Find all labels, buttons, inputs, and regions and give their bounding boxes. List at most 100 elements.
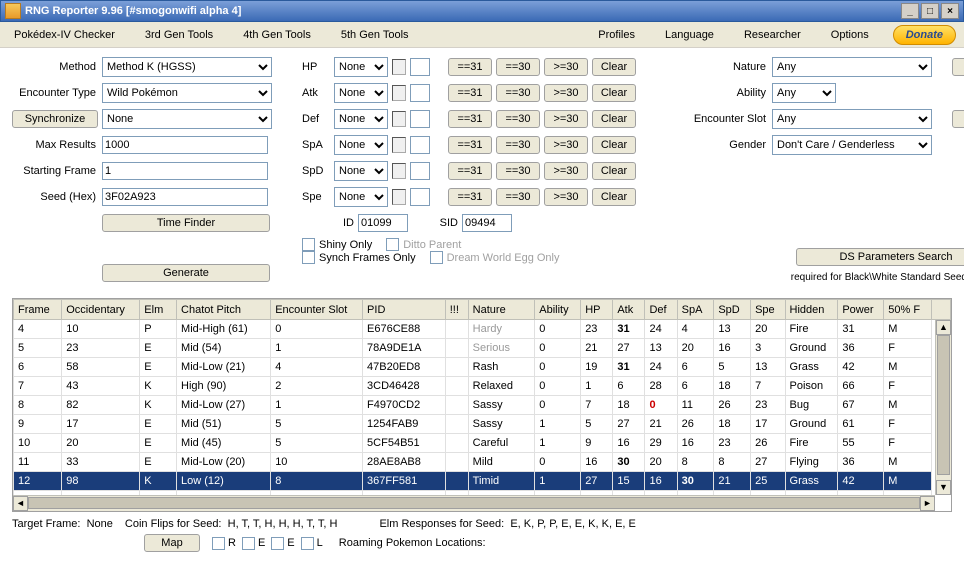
stat-spe-31-button[interactable]: ==31 [448, 188, 492, 206]
close-button[interactable]: × [941, 3, 959, 19]
col-def[interactable]: Def [645, 300, 677, 320]
stat-spa-input[interactable] [410, 136, 430, 154]
stat-atk-31-button[interactable]: ==31 [448, 84, 492, 102]
synchronize-button[interactable]: Synchronize [12, 110, 98, 128]
nature-any-button[interactable]: Any [952, 58, 964, 76]
stat-spe-30-button[interactable]: >=30 [544, 188, 588, 206]
col-spd[interactable]: SpD [714, 300, 751, 320]
scroll-right-icon[interactable]: ► [920, 496, 935, 511]
max-results-input[interactable] [102, 136, 268, 154]
table-row[interactable]: 1020EMid (45)55CF54B51Careful19162916232… [14, 434, 951, 453]
scroll-thumb[interactable] [937, 335, 950, 475]
stat-hp-select[interactable]: None [334, 57, 388, 77]
table-row[interactable]: 523EMid (54)178A9DE1ASerious021271320163… [14, 339, 951, 358]
donate-button[interactable]: Donate [893, 25, 956, 45]
stat-spa-31-button[interactable]: ==31 [448, 136, 492, 154]
stat-atk-Clear-button[interactable]: Clear [592, 84, 636, 102]
menu-options[interactable]: Options [825, 26, 875, 44]
menu-3rdgen[interactable]: 3rd Gen Tools [139, 26, 219, 44]
col-ability[interactable]: Ability [535, 300, 581, 320]
scroll-left-icon[interactable]: ◄ [13, 496, 28, 511]
col-elm[interactable]: Elm [140, 300, 177, 320]
stat-atk-30-button[interactable]: >=30 [544, 84, 588, 102]
roam-r-checkbox[interactable] [212, 537, 225, 550]
shiny-checkbox[interactable] [302, 238, 315, 251]
gender-select[interactable]: Don't Care / Genderless [772, 135, 932, 155]
starting-frame-input[interactable] [102, 162, 268, 180]
col-encounterslot[interactable]: Encounter Slot [271, 300, 363, 320]
stat-spe-30-button[interactable]: ==30 [496, 188, 540, 206]
col-frame[interactable]: Frame [14, 300, 62, 320]
map-button[interactable]: Map [144, 534, 200, 552]
stat-spa-select[interactable]: None [334, 135, 388, 155]
ds-params-button[interactable]: DS Parameters Search [796, 248, 964, 266]
stat-atk-input[interactable] [410, 84, 430, 102]
menu-profiles[interactable]: Profiles [592, 26, 641, 44]
stat-atk-30-button[interactable]: ==30 [496, 84, 540, 102]
stat-spe-input[interactable] [410, 188, 430, 206]
col-nature[interactable]: Nature [468, 300, 535, 320]
menu-language[interactable]: Language [659, 26, 720, 44]
method-select[interactable]: Method K (HGSS) [102, 57, 272, 77]
table-row[interactable]: 882KMid-Low (27)1F4970CD2Sassy0718011262… [14, 396, 951, 415]
encslot-any-button[interactable]: Any [952, 110, 964, 128]
stat-def-30-button[interactable]: ==30 [496, 110, 540, 128]
roam-e-checkbox[interactable] [242, 537, 255, 550]
stat-hp-input[interactable] [410, 58, 430, 76]
stat-spd-30-button[interactable]: ==30 [496, 162, 540, 180]
sid-input[interactable] [462, 214, 512, 232]
stat-def-Clear-button[interactable]: Clear [592, 110, 636, 128]
stat-spa-30-button[interactable]: ==30 [496, 136, 540, 154]
encounter-type-select[interactable]: Wild Pokémon [102, 83, 272, 103]
col-atk[interactable]: Atk [613, 300, 645, 320]
stat-spd-30-button[interactable]: >=30 [544, 162, 588, 180]
col-spe[interactable]: Spe [751, 300, 785, 320]
synch-checkbox[interactable] [302, 251, 315, 264]
stat-def-30-button[interactable]: >=30 [544, 110, 588, 128]
table-row[interactable]: 743KHigh (90)23CD46428Relaxed016286187Po… [14, 377, 951, 396]
scroll-up-icon[interactable]: ▲ [936, 320, 951, 335]
col-power[interactable]: Power [838, 300, 884, 320]
col-50f[interactable]: 50% F [884, 300, 932, 320]
menu-researcher[interactable]: Researcher [738, 26, 807, 44]
stat-spd-select[interactable]: None [334, 161, 388, 181]
ability-select[interactable]: Any [772, 83, 836, 103]
stat-spd-31-button[interactable]: ==31 [448, 162, 492, 180]
table-row[interactable]: 1133EMid-Low (20)1028AE8AB8Mild016302088… [14, 453, 951, 472]
scroll-h-thumb[interactable] [28, 497, 920, 509]
table-row[interactable]: 1298KLow (12)8367FF581Timid1271516302125… [14, 472, 951, 491]
col-pid[interactable]: PID [363, 300, 446, 320]
scroll-down-icon[interactable]: ▼ [936, 480, 951, 495]
table-row[interactable]: 658EMid-Low (21)447B20ED8Rash01931246513… [14, 358, 951, 377]
stat-spe-Clear-button[interactable]: Clear [592, 188, 636, 206]
stat-spa-30-button[interactable]: >=30 [544, 136, 588, 154]
results-table[interactable]: FrameOccidentaryElmChatot PitchEncounter… [13, 299, 951, 510]
stat-spe-select[interactable]: None [334, 187, 388, 207]
horizontal-scrollbar[interactable]: ◄ ► [13, 495, 935, 511]
id-input[interactable] [358, 214, 408, 232]
maximize-button[interactable]: □ [921, 3, 939, 19]
menu-4thgen[interactable]: 4th Gen Tools [237, 26, 317, 44]
col-occidentary[interactable]: Occidentary [62, 300, 140, 320]
col-chatotpitch[interactable]: Chatot Pitch [177, 300, 271, 320]
stat-def-select[interactable]: None [334, 109, 388, 129]
stat-spd-Clear-button[interactable]: Clear [592, 162, 636, 180]
time-finder-button[interactable]: Time Finder [102, 214, 270, 232]
stat-spd-input[interactable] [410, 162, 430, 180]
table-row[interactable]: 410PMid-High (61)0E676CE88Hardy023312441… [14, 320, 951, 339]
minimize-button[interactable]: _ [901, 3, 919, 19]
encslot-select[interactable]: Any [772, 109, 932, 129]
nature-select[interactable]: Any [772, 57, 932, 77]
col-spa[interactable]: SpA [677, 300, 714, 320]
col-[interactable]: !!! [445, 300, 468, 320]
stat-hp-Clear-button[interactable]: Clear [592, 58, 636, 76]
generate-button[interactable]: Generate [102, 264, 270, 282]
table-row[interactable]: 917EMid (51)51254FAB9Sassy152721261817Gr… [14, 415, 951, 434]
roam-l-checkbox[interactable] [301, 537, 314, 550]
menu-5thgen[interactable]: 5th Gen Tools [335, 26, 415, 44]
stat-def-31-button[interactable]: ==31 [448, 110, 492, 128]
stat-spa-Clear-button[interactable]: Clear [592, 136, 636, 154]
col-hp[interactable]: HP [581, 300, 613, 320]
vertical-scrollbar[interactable]: ▲ ▼ [935, 320, 951, 495]
synchronize-select[interactable]: None [102, 109, 272, 129]
